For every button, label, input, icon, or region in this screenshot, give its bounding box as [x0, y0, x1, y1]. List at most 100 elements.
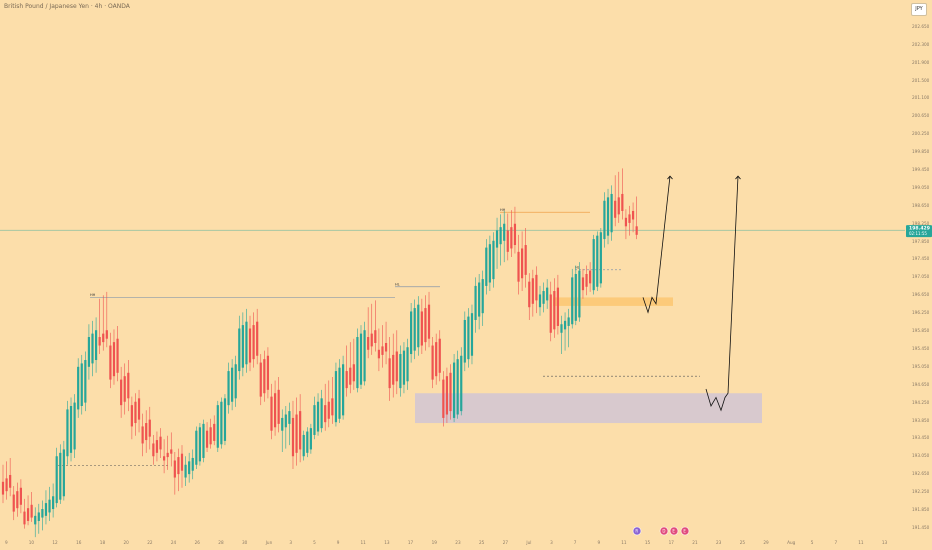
candle-body: [245, 321, 248, 365]
candle: [567, 308, 570, 348]
candle-body: [59, 452, 62, 500]
candle: [635, 196, 638, 240]
y-tick-label: 195.450: [912, 346, 930, 351]
candle-body: [41, 509, 44, 518]
candle: [109, 332, 112, 389]
x-tick-label: 23: [716, 540, 722, 545]
candle: [23, 498, 26, 529]
candle-body: [73, 402, 76, 450]
candle: [631, 202, 635, 233]
candle: [248, 315, 252, 372]
candle: [452, 354, 456, 423]
candle-body: [84, 360, 87, 403]
y-tick-label: 200.250: [912, 131, 930, 136]
candle: [381, 325, 384, 368]
candle-body: [134, 401, 137, 424]
zone-demand: [415, 393, 762, 424]
candle: [621, 168, 624, 220]
candle-body: [334, 371, 338, 423]
candle-body: [77, 366, 80, 410]
candle: [120, 366, 123, 418]
candle: [87, 324, 91, 380]
candle-body: [467, 316, 470, 360]
candle: [234, 355, 237, 407]
candle-body: [227, 371, 230, 406]
candle-body: [524, 245, 527, 275]
candle-body: [327, 401, 330, 419]
candle-body: [5, 478, 8, 492]
candle-body: [120, 379, 123, 406]
candle-body: [98, 337, 101, 346]
candle-body: [352, 364, 355, 382]
candle-body: [159, 436, 162, 450]
candle: [531, 269, 534, 317]
candle-body: [309, 428, 312, 450]
x-tick-label: 23: [455, 540, 461, 545]
candle-body: [395, 351, 398, 382]
candle-body: [324, 405, 327, 423]
candle-body: [12, 494, 15, 512]
candle: [553, 278, 556, 338]
x-tick-label: 5: [811, 540, 814, 545]
candle-body: [392, 354, 395, 385]
candle: [324, 383, 327, 431]
candle-body: [621, 193, 624, 211]
candle-body: [563, 320, 567, 330]
event-label: R: [635, 529, 638, 534]
candle-body: [288, 411, 291, 424]
candle: [1, 464, 5, 504]
x-tick-label: 22: [147, 540, 153, 545]
candle: [420, 298, 423, 355]
candle: [94, 317, 98, 373]
candle-body: [624, 217, 628, 227]
y-tick-label: 193.050: [912, 453, 930, 458]
candle-body: [202, 423, 205, 458]
candle: [266, 347, 270, 399]
candles: [1, 168, 638, 538]
candle-body: [277, 389, 280, 424]
candle-body: [30, 504, 33, 518]
candle: [592, 234, 595, 295]
candle-body: [399, 354, 402, 389]
candle: [492, 232, 495, 288]
y-tick-label: 201.500: [912, 78, 930, 83]
candle: [370, 303, 373, 355]
candle: [617, 171, 620, 223]
candle-body: [567, 317, 570, 326]
candle: [481, 270, 484, 326]
candle-body: [91, 333, 94, 364]
y-tick-label: 198.650: [912, 203, 930, 208]
candle: [549, 281, 552, 342]
candle-body: [320, 398, 323, 429]
candle-body: [188, 461, 191, 475]
currency-button[interactable]: JPY: [911, 3, 927, 16]
candle-body: [23, 511, 26, 525]
candle: [252, 312, 255, 368]
candle: [44, 490, 48, 525]
candle-body: [538, 294, 542, 308]
candle: [581, 268, 585, 299]
candle: [134, 393, 137, 436]
candle: [66, 400, 69, 465]
candle: [177, 448, 180, 492]
event-label: D: [662, 529, 665, 534]
candle: [159, 428, 162, 458]
candle-body: [542, 291, 545, 304]
candle-body: [410, 311, 413, 355]
candle: [41, 500, 44, 531]
x-tick-label: 9: [337, 540, 340, 545]
candle-body: [281, 417, 284, 431]
candle-body: [220, 401, 223, 445]
event-label: E: [672, 529, 675, 534]
candle-body: [535, 274, 538, 301]
candle: [127, 360, 130, 412]
candle: [384, 321, 388, 365]
candle: [284, 406, 287, 449]
candle: [510, 210, 513, 257]
candle: [245, 308, 248, 373]
candle-body: [581, 277, 585, 291]
candle-body: [259, 362, 262, 397]
candle-body: [109, 345, 112, 380]
candle: [148, 406, 151, 450]
